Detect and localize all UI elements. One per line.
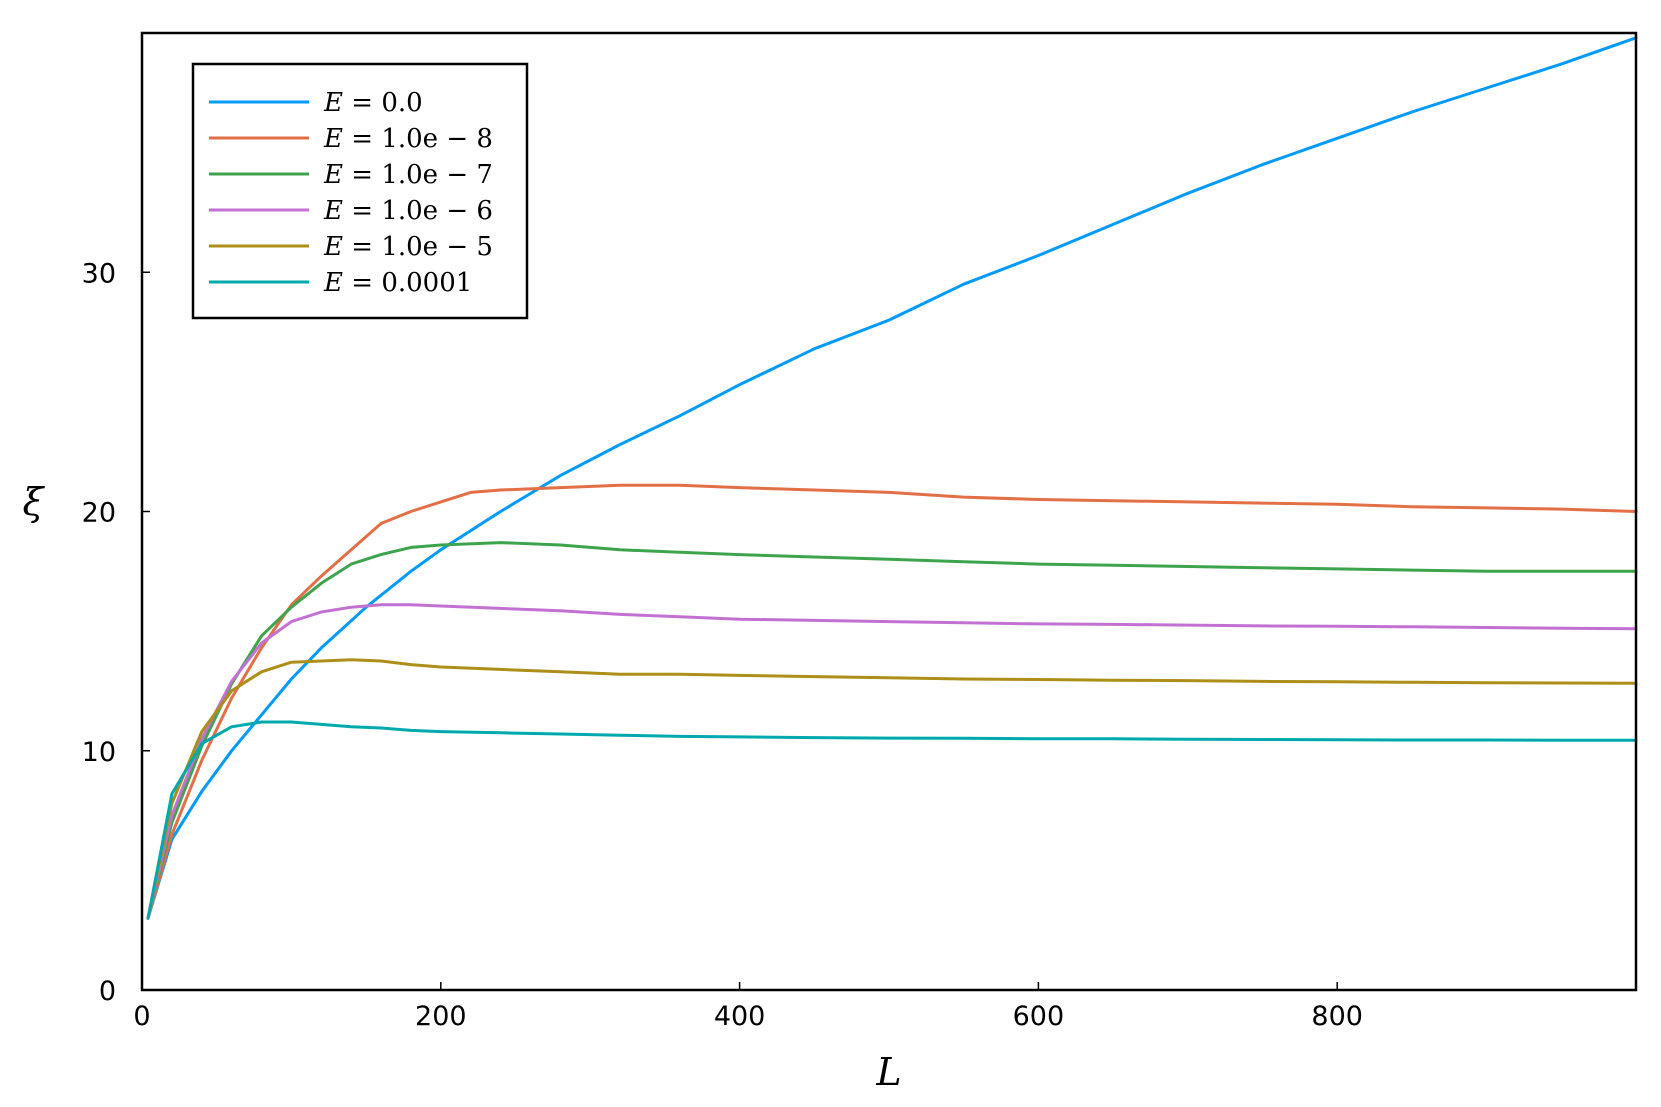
legend-value: 0.0: [381, 88, 422, 118]
legend-equals: =: [343, 196, 381, 226]
legend-value: 1.0e − 5: [381, 232, 493, 262]
legend-value: 1.0e − 7: [381, 160, 493, 190]
legend-entry-label: E = 1.0e − 7: [323, 160, 493, 190]
legend: E = 0.0E = 1.0e − 8E = 1.0e − 7E = 1.0e …: [191, 62, 529, 320]
legend-variable: E: [323, 196, 343, 226]
legend-variable: E: [323, 124, 343, 154]
legend-equals: =: [343, 124, 381, 154]
legend-entry-label: E = 1.0e − 5: [323, 232, 493, 262]
legend-variable: E: [323, 268, 343, 298]
legend-value: 1.0e − 8: [381, 124, 493, 154]
legend-value: 0.0001: [381, 268, 472, 298]
legend-box: [191, 62, 529, 320]
y-tick-label: 20: [82, 498, 116, 529]
x-tick-label: 200: [415, 1001, 467, 1032]
legend-entry-label: E = 1.0e − 6: [323, 196, 493, 226]
legend-entry-label: E = 0.0: [323, 88, 423, 118]
x-tick-label: 400: [714, 1001, 766, 1032]
series-layer: [146, 36, 1638, 920]
x-tick-label: 800: [1311, 1001, 1363, 1032]
y-axis-label: ξ: [23, 480, 46, 524]
x-tick-label: 600: [1013, 1001, 1065, 1032]
series-line-3: [146, 603, 1638, 920]
legend-variable: E: [323, 232, 343, 262]
legend-equals: =: [343, 268, 381, 298]
legend-variable: E: [323, 160, 343, 190]
legend-equals: =: [343, 88, 381, 118]
legend-equals: =: [343, 160, 381, 190]
series-line-5: [146, 720, 1638, 920]
y-tick-label: 0: [99, 976, 116, 1007]
series-line-4: [146, 658, 1638, 920]
legend-equals: =: [343, 232, 381, 262]
y-tick-label: 30: [82, 258, 116, 289]
x-tick-label: 0: [133, 1001, 150, 1032]
legend-entry-label: E = 1.0e − 8: [323, 124, 493, 154]
series-line-1: [146, 483, 1638, 920]
legend-variable: E: [323, 88, 343, 118]
series-line-0: [146, 36, 1638, 920]
series-line-2: [146, 541, 1638, 920]
y-tick-label: 10: [82, 737, 116, 768]
legend-entry-label: E = 0.0001: [323, 268, 472, 298]
legend-value: 1.0e − 6: [381, 196, 493, 226]
x-axis-label: L: [875, 1050, 901, 1094]
axis-ticks: 0 200 400 600 800 0 10 20 30: [82, 258, 1363, 1032]
